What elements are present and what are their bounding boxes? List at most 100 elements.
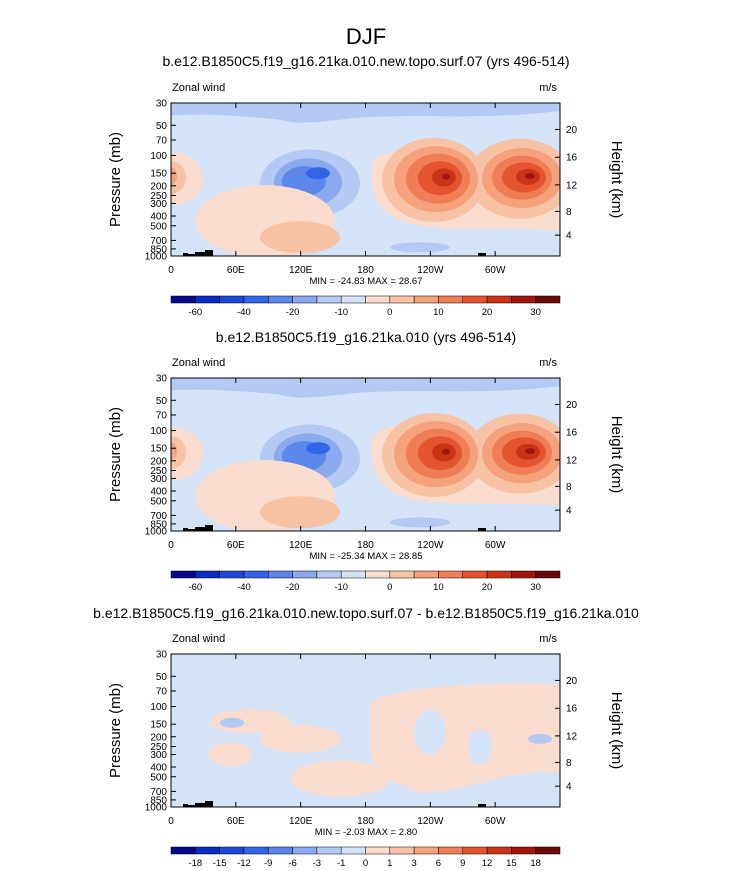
y-tick-label: 700 [150, 511, 167, 522]
y-tick-label: 300 [150, 750, 167, 761]
y-tick-label: 50 [156, 672, 168, 683]
y-tick-label: 70 [156, 686, 168, 697]
panel-title: b.e12.B1850C5.f19_g16.21ka.010.new.topo.… [162, 53, 569, 69]
y-axis-label-right: Height (km) [608, 416, 625, 494]
height-tick-label: 8 [566, 758, 572, 769]
panel-right-label: m/s [539, 633, 557, 645]
x-tick-label: 60E [227, 540, 245, 551]
y-tick-label: 500 [150, 221, 167, 232]
colorbar-swatch [340, 295, 366, 304]
topography-right [478, 804, 486, 807]
negative-pocket-2 [468, 728, 492, 765]
colorbar-swatch [340, 846, 366, 855]
y-tick-label: 700 [150, 236, 167, 247]
x-tick-label: 120E [289, 265, 313, 276]
x-tick-label: 60W [485, 265, 506, 276]
colorbar-swatch [243, 295, 269, 304]
colorbar-label: 1 [387, 858, 392, 869]
x-tick-label: 120W [417, 540, 444, 551]
height-tick-label: 20 [566, 676, 578, 687]
colorbar-label: -60 [188, 307, 202, 318]
height-tick-label: 4 [566, 231, 572, 242]
y-tick-label: 150 [150, 720, 167, 731]
panel-title: b.e12.B1850C5.f19_g16.21ka.010.new.topo.… [93, 605, 639, 621]
atlantic-jet-core [525, 173, 535, 180]
trough-core [306, 442, 330, 455]
colorbar-label: 3 [411, 858, 416, 869]
colorbar-swatch [292, 570, 318, 579]
panel-right-label: m/s [539, 82, 557, 94]
colorbar-swatch [268, 846, 293, 855]
colorbar-swatch [535, 570, 561, 579]
y-tick-label: 50 [156, 396, 168, 407]
colorbar-label: 0 [363, 858, 368, 869]
y-tick-label: 150 [150, 169, 167, 180]
topography-right [478, 528, 486, 531]
colorbar-swatch [438, 570, 463, 579]
y-tick-label: 250 [150, 191, 167, 202]
colorbar-swatch [438, 846, 463, 855]
pacific-jet-core [442, 448, 450, 455]
height-tick-label: 8 [566, 207, 572, 218]
height-tick-label: 16 [566, 704, 578, 715]
panel-left-label: Zonal wind [172, 357, 225, 369]
panel-left-label: Zonal wind [172, 633, 225, 645]
y-tick-label: 30 [156, 650, 168, 661]
left-jet-core [171, 442, 177, 460]
colorbar-swatch [511, 846, 536, 855]
left-jet-core [171, 167, 177, 185]
x-tick-label: 60W [485, 816, 506, 827]
colorbar-label: 20 [482, 307, 493, 318]
min-max-stats: MIN = -24.83 MAX = 28.67 [309, 276, 422, 287]
colorbar-swatch [486, 295, 512, 304]
colorbar-label: -9 [264, 858, 272, 869]
colorbar-label: 30 [530, 582, 541, 593]
colorbar-swatch [195, 846, 220, 855]
lowlevel-inner [260, 221, 340, 254]
topography-left [183, 801, 213, 807]
y-axis-label-right: Height (km) [608, 692, 625, 770]
colorbar-label: -15 [213, 858, 227, 869]
colorbar-swatch [340, 570, 366, 579]
colorbar-label: 30 [530, 307, 541, 318]
y-tick-label: 70 [156, 410, 168, 421]
y-tick-label: 250 [150, 466, 167, 477]
y-tick-label: 200 [150, 181, 167, 192]
colorbar-swatch [170, 295, 196, 304]
colorbar-swatch [486, 846, 512, 855]
positive-patch-2 [260, 724, 340, 753]
colorbar-label: -60 [188, 582, 202, 593]
panel-right-label: m/s [539, 357, 557, 369]
x-tick-label: 60E [227, 265, 245, 276]
surface-easterly [390, 517, 450, 528]
colorbar-swatch [316, 846, 342, 855]
height-tick-label: 12 [566, 455, 578, 466]
colorbar-swatch [219, 570, 245, 579]
height-tick-label: 16 [566, 428, 578, 439]
x-tick-label: 60W [485, 540, 506, 551]
colorbar-label: 15 [506, 858, 517, 869]
colorbar-swatch [170, 846, 196, 855]
colorbar-swatch [486, 570, 512, 579]
colorbar-label: 0 [387, 307, 392, 318]
easterly-band [171, 378, 560, 398]
colorbar-label: 12 [482, 858, 493, 869]
atlantic-jet-core [525, 448, 535, 455]
colorbar-swatch [365, 295, 391, 304]
y-tick-label: 1000 [145, 527, 168, 538]
colorbar-swatch [413, 570, 439, 579]
colorbar-swatch [219, 846, 245, 855]
topography-left [183, 250, 213, 256]
panel-title: b.e12.B1850C5.f19_g16.21ka.010 (yrs 496-… [216, 329, 516, 345]
colorbar-label: -1 [337, 858, 345, 869]
y-tick-label: 200 [150, 456, 167, 467]
colorbar-label: -12 [237, 858, 251, 869]
x-tick-label: 180 [357, 265, 374, 276]
contour-field [171, 654, 560, 807]
y-tick-label: 100 [150, 426, 167, 437]
x-tick-label: 120W [417, 265, 444, 276]
negative-patch-2 [528, 733, 552, 744]
x-tick-label: 120E [289, 816, 313, 827]
height-tick-label: 16 [566, 153, 578, 164]
